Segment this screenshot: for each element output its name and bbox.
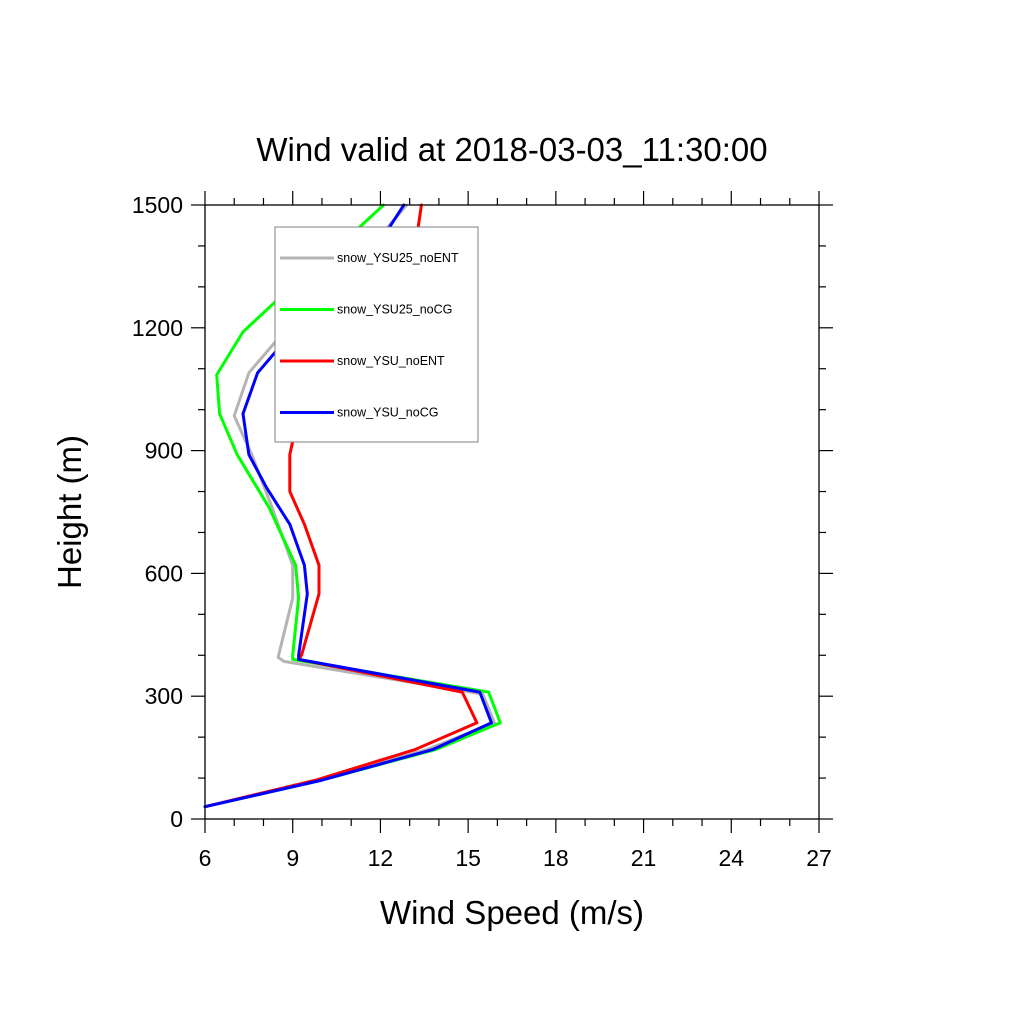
x-tick-label: 24 (718, 845, 744, 871)
series-line-2 (203, 203, 502, 809)
y-tick-label: 1500 (132, 192, 183, 218)
y-tick-label: 900 (145, 438, 183, 464)
legend: snow_YSU25_noENT snow_YSU25_noCG snow_YSU_… (274, 226, 479, 443)
x-tick-label: 27 (806, 845, 832, 871)
legend-label-4: snow_YSU_noCG (337, 406, 438, 420)
axis-ticks (191, 191, 833, 833)
chart-title: Wind valid at 2018-03-03_11:30:00 (256, 131, 767, 168)
x-tick-label: 21 (631, 845, 657, 871)
x-tick-label: 15 (455, 845, 481, 871)
x-tick-label: 12 (368, 845, 394, 871)
x-tick-label: 18 (543, 845, 569, 871)
x-tick-label: 6 (199, 845, 212, 871)
x-tick-labels: 6 9 12 15 18 21 24 27 (199, 845, 832, 871)
legend-items: snow_YSU25_noENT snow_YSU25_noCG snow_YSU_… (280, 251, 459, 420)
y-tick-label: 300 (145, 683, 183, 709)
y-tick-label: 1200 (132, 315, 183, 341)
x-axis-title: Wind Speed (m/s) (380, 894, 644, 931)
y-tick-labels: 0 300 600 900 1200 1500 (132, 192, 183, 832)
legend-box (274, 226, 479, 443)
plot-frame (204, 204, 820, 820)
legend-label-2: snow_YSU25_noCG (337, 303, 452, 317)
x-tick-label: 9 (286, 845, 299, 871)
y-axis-title: Height (m) (51, 435, 88, 589)
y-tick-label: 600 (145, 560, 183, 586)
legend-label-3: snow_YSU_noENT (337, 354, 445, 368)
y-tick-label: 0 (170, 806, 183, 832)
legend-label-1: snow_YSU25_noENT (337, 251, 459, 265)
